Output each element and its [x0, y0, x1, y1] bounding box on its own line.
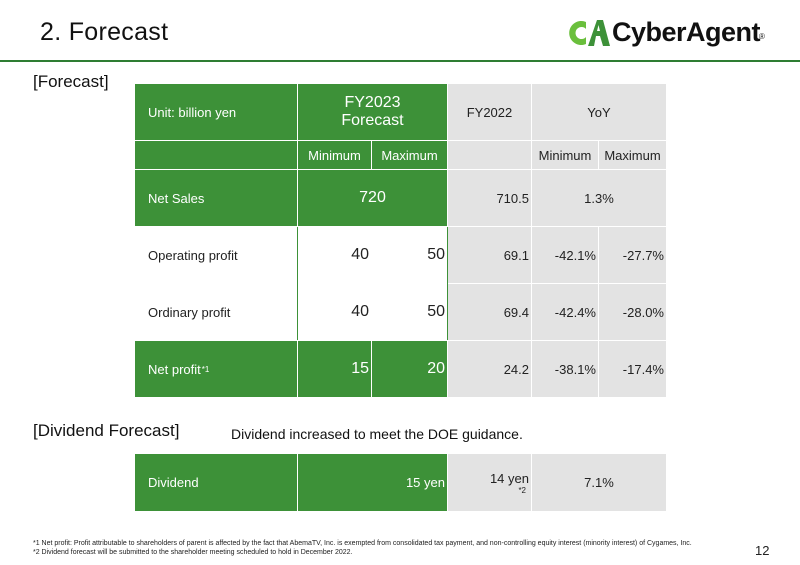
- ordinary-profit-label: Ordinary profit: [135, 284, 297, 340]
- ca-logo-mark-icon: [569, 20, 610, 46]
- net-sales-fy2022: 710.5: [448, 170, 531, 226]
- fy2022-subheader-blank: [448, 141, 531, 169]
- fy2022-header: FY2022: [448, 84, 531, 140]
- net-profit-min: 15: [298, 341, 371, 397]
- ordinary-profit-yoy-min: -42.4%: [532, 284, 598, 340]
- column-divider: [297, 227, 298, 340]
- operating-profit-yoy-max: -27.7%: [599, 227, 666, 283]
- cyberagent-logo: CyberAgent ®: [566, 16, 772, 50]
- yoy-header: YoY: [532, 84, 666, 140]
- net-sales-label: Net Sales: [135, 170, 297, 226]
- net-profit-label: Net profit: [148, 361, 201, 377]
- maximum-header: Maximum: [372, 141, 447, 169]
- forecast-label: Forecast: [341, 112, 404, 129]
- dividend-note: Dividend increased to meet the DOE guida…: [231, 426, 523, 442]
- logo-wordmark: CyberAgent: [612, 17, 761, 47]
- net-profit-max: 20: [372, 341, 447, 397]
- subheader-blank: [135, 141, 297, 169]
- dividend-yoy: 7.1%: [532, 454, 666, 511]
- fy2023-forecast-header: FY2023 Forecast: [298, 84, 447, 140]
- ordinary-profit-yoy-max: -28.0%: [599, 284, 666, 340]
- dividend-fy2023: 15 yen: [298, 454, 447, 511]
- net-profit-label-cell: Net profit *1: [135, 341, 297, 397]
- dividend-section-label: [Dividend Forecast]: [33, 421, 180, 440]
- footnote-1: *1 Net profit: Profit attributable to sh…: [33, 540, 692, 547]
- net-profit-fy2022: 24.2: [448, 341, 531, 397]
- logo-registered-mark: ®: [759, 32, 765, 41]
- net-sales-fy2023: 720: [298, 170, 447, 226]
- operating-profit-fy2022: 69.1: [448, 227, 531, 283]
- ordinary-profit-max: 50: [372, 284, 447, 340]
- title-divider: [0, 60, 800, 62]
- ordinary-profit-fy2022: 69.4: [448, 284, 531, 340]
- net-sales-yoy: 1.3%: [532, 170, 666, 226]
- yoy-maximum-header: Maximum: [599, 141, 666, 169]
- footnote-2: *2 Dividend forecast will be submitted t…: [33, 549, 353, 556]
- operating-profit-min: 40: [298, 227, 371, 283]
- dividend-fy2022: 14 yen: [489, 470, 529, 486]
- net-profit-yoy-max: -17.4%: [599, 341, 666, 397]
- operating-profit-yoy-min: -42.1%: [532, 227, 598, 283]
- net-profit-footnote-ref: *1: [201, 364, 210, 374]
- minimum-header: Minimum: [298, 141, 371, 169]
- operating-profit-max: 50: [372, 227, 447, 283]
- ordinary-profit-min: 40: [298, 284, 371, 340]
- page-title: 2. Forecast: [40, 18, 169, 46]
- dividend-label: Dividend: [135, 454, 297, 511]
- dividend-fy2022-cell: 14 yen *2: [448, 454, 531, 511]
- page-number: 12: [755, 543, 770, 558]
- unit-header: Unit: billion yen: [135, 84, 297, 140]
- yoy-minimum-header: Minimum: [532, 141, 598, 169]
- column-divider: [447, 227, 448, 340]
- operating-profit-label: Operating profit: [135, 227, 297, 283]
- fy2023-label: FY2023: [344, 94, 401, 111]
- dividend-footnote-ref: *2: [518, 485, 526, 495]
- forecast-section-label: [Forecast]: [33, 72, 109, 91]
- net-profit-yoy-min: -38.1%: [532, 341, 598, 397]
